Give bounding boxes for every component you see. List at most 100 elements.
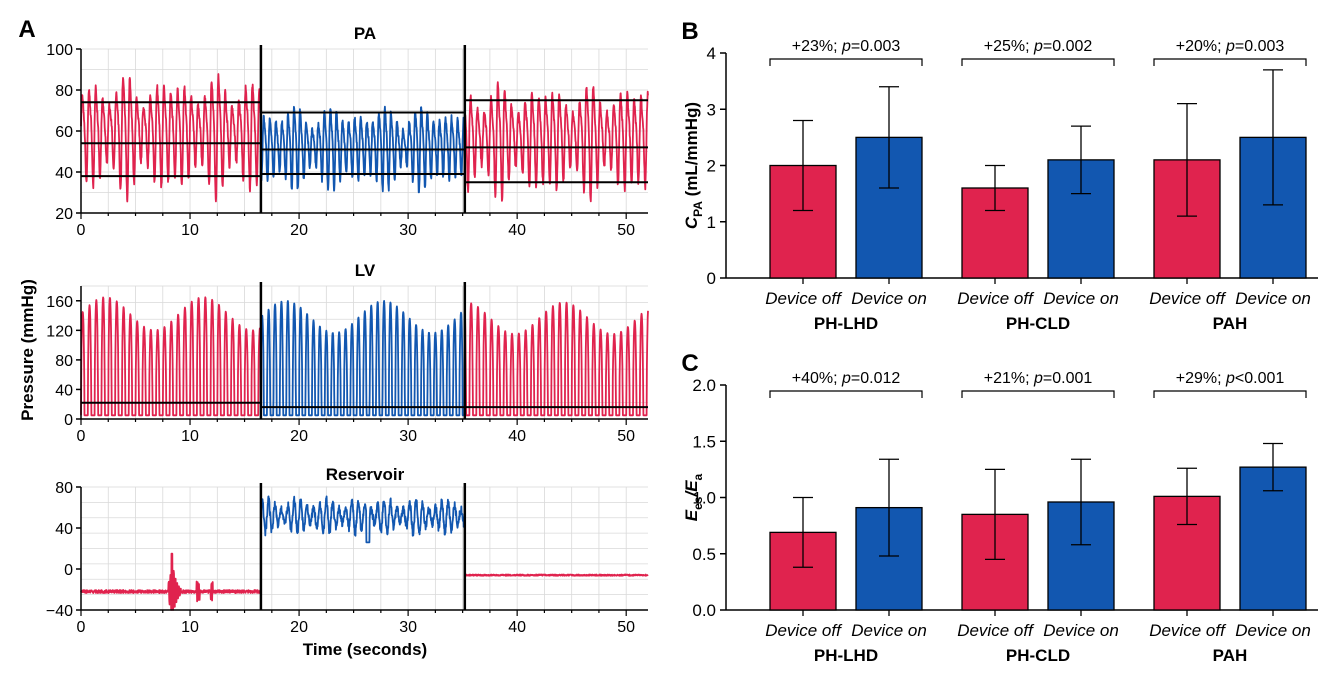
significance-annotation: +40%; p=0.012: [792, 370, 901, 387]
y-tick-label: 0: [707, 269, 716, 288]
x-tick-label-off: Device off: [957, 289, 1035, 308]
annotation-p: p: [841, 38, 851, 55]
annotation-pct: +25%;: [984, 38, 1034, 55]
annotation-value: =0.003: [851, 38, 900, 55]
significance-annotation: +21%; p=0.001: [984, 370, 1093, 387]
trace-line-res: [463, 573, 649, 577]
y-label-main: C: [682, 216, 701, 229]
annotation-value: <0.001: [1235, 370, 1284, 387]
annotation-p: p: [1225, 370, 1235, 387]
y-tick-label: 2.0: [692, 376, 716, 395]
significance-bracket: [961, 58, 1115, 66]
y-tick-label: 160: [46, 294, 73, 311]
y-label-main: E: [682, 509, 701, 521]
y-tick-label: 80: [55, 353, 73, 370]
x-tick-label: 20: [290, 619, 308, 636]
significance-bracket: [769, 390, 923, 398]
x-tick-label: 0: [77, 619, 86, 636]
y-tick-label: 1: [707, 213, 716, 232]
annotation-value: =0.001: [1043, 370, 1092, 387]
y-label-sub: PA: [691, 201, 705, 217]
trace-line-res: [260, 495, 466, 544]
significance-bracket: [1153, 58, 1307, 66]
annotation-value: =0.012: [851, 370, 900, 387]
x-tick-label-on: Device on: [851, 621, 927, 640]
y-tick-label: 0: [64, 562, 73, 579]
y-tick-label: 0.5: [692, 545, 716, 564]
trace-line-lv: [80, 296, 262, 417]
x-tick-label: 30: [399, 428, 417, 445]
y-tick-label: 60: [55, 124, 73, 141]
trace-line-res: [80, 552, 262, 611]
annotation-pct: +20%;: [1176, 38, 1226, 55]
x-tick-label-on: Device on: [1043, 621, 1119, 640]
y-tick-label: 80: [55, 83, 73, 100]
y-tick-label: −40: [46, 603, 73, 620]
x-tick-label: 0: [77, 428, 86, 445]
y-axis-label-eses: Ees/Ea: [682, 473, 705, 521]
x-tick-label-off: Device off: [765, 621, 843, 640]
y-label-sub2: a: [691, 473, 705, 480]
subplot-title-res: Reservoir: [326, 465, 405, 484]
x-tick-label: 10: [181, 619, 199, 636]
y-tick-label: 40: [55, 382, 73, 399]
significance-annotation: +29%; p<0.001: [1176, 370, 1285, 387]
y-tick-label: 40: [55, 521, 73, 538]
trace-line-pa: [80, 73, 262, 203]
x-tick-label-off: Device off: [957, 621, 1035, 640]
x-tick-label: 20: [290, 428, 308, 445]
x-tick-label: 0: [77, 222, 86, 239]
panel-label-c: C: [681, 350, 698, 377]
significance-bracket: [961, 390, 1115, 398]
x-tick-label: 40: [508, 428, 526, 445]
bar-panel-cpa: B CPA (mL/mmHg) 0 1 2 3 4 Device off Device on PH…: [681, 18, 1318, 333]
significance-bracket: [1153, 390, 1307, 398]
annotation-value: =0.003: [1235, 38, 1284, 55]
y-tick-label: 80: [55, 480, 73, 497]
y-label-sub: es: [691, 496, 705, 510]
y-tick-label: 20: [55, 206, 73, 223]
y-tick-label: 4: [707, 44, 716, 63]
x-tick-label: 30: [399, 222, 417, 239]
x-tick-label-on: Device on: [851, 289, 927, 308]
annotation-pct: +21%;: [984, 370, 1034, 387]
panel-label-a: A: [18, 16, 35, 43]
annotation-p: p: [1033, 38, 1043, 55]
subplot-title-pa: PA: [354, 24, 376, 43]
trace-line-pa: [463, 81, 649, 203]
x-tick-label: 50: [617, 222, 635, 239]
group-label: PAH: [1213, 646, 1248, 665]
y-label-rest: (mL/mmHg): [682, 102, 701, 201]
trace-line-lv: [260, 299, 466, 417]
annotation-pct: +23%;: [792, 38, 842, 55]
annotation-value: =0.002: [1043, 38, 1092, 55]
y-tick-label: 40: [55, 165, 73, 182]
y-tick-label: 0: [64, 412, 73, 429]
annotation-p: p: [1033, 370, 1043, 387]
significance-annotation: +25%; p=0.002: [984, 38, 1093, 55]
group-label: PH-CLD: [1006, 646, 1070, 665]
x-axis-label-time: Time (seconds): [303, 640, 427, 659]
y-tick-label: 120: [46, 323, 73, 340]
x-tick-label-off: Device off: [765, 289, 843, 308]
x-tick-label: 10: [181, 222, 199, 239]
x-tick-label: 40: [508, 222, 526, 239]
y-tick-label: 100: [46, 42, 73, 59]
x-tick-label: 20: [290, 222, 308, 239]
group-label: PH-CLD: [1006, 314, 1070, 333]
y-tick-label: 2: [707, 157, 716, 176]
x-tick-label: 50: [617, 619, 635, 636]
y-axis-label-cpa: CPA (mL/mmHg): [682, 102, 705, 229]
annotation-pct: +29%;: [1176, 370, 1226, 387]
y-tick-label: 1.0: [692, 489, 716, 508]
x-tick-label-off: Device off: [1149, 621, 1227, 640]
x-tick-label-on: Device on: [1235, 289, 1311, 308]
panel-label-b: B: [681, 18, 698, 45]
x-tick-label: 50: [617, 428, 635, 445]
bar-panel-eses: C Ees/Ea 0.0 0.5 1.0 1.5 2.0 Device off Device o…: [681, 350, 1318, 665]
x-tick-label: 30: [399, 619, 417, 636]
trace-line-pa: [260, 105, 466, 194]
group-label: PH-LHD: [814, 314, 878, 333]
